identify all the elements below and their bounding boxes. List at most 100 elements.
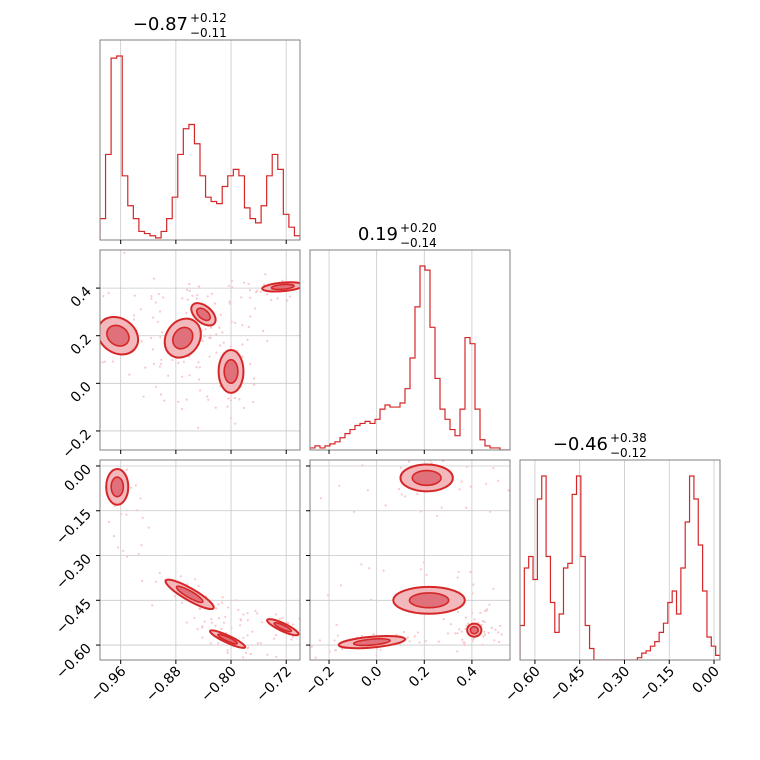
contour-inner-2 <box>217 633 239 645</box>
sample-point <box>188 374 191 377</box>
sample-point <box>249 362 252 365</box>
sample-point <box>150 297 153 300</box>
sample-point <box>139 308 142 311</box>
panel-frame-1-1 <box>309 249 511 451</box>
y-tick-label-3: −0.15 <box>53 506 95 548</box>
sample-point <box>228 302 231 305</box>
sample-point <box>457 570 460 573</box>
sample-point <box>469 570 472 574</box>
sample-point <box>265 293 269 296</box>
sample-point <box>463 643 466 647</box>
sample-point <box>130 486 133 489</box>
sample-point <box>197 285 200 288</box>
sample-point <box>426 451 428 453</box>
panel-frame-2-0 <box>99 459 301 661</box>
sample-point <box>242 636 245 640</box>
sample-point <box>360 635 363 638</box>
x-tick-label-1: −0.45 <box>547 664 589 706</box>
sample-point <box>167 374 170 377</box>
contour-inner-1 <box>172 326 194 350</box>
sample-point <box>399 466 402 469</box>
sample-point <box>416 631 419 634</box>
sample-point <box>151 604 154 607</box>
sample-point <box>224 615 227 619</box>
sample-point <box>379 648 382 651</box>
sample-point <box>306 640 308 642</box>
sample-point <box>246 634 249 637</box>
sample-point <box>313 630 315 632</box>
sample-point <box>264 273 267 276</box>
sample-point <box>133 294 136 297</box>
x-tick-label-3: −0.15 <box>636 664 678 706</box>
sample-point <box>334 285 336 287</box>
x-tick-label-2: 0.2 <box>406 664 433 691</box>
sample-point <box>90 483 92 485</box>
sample-point <box>424 640 427 643</box>
sample-point <box>247 325 250 328</box>
sample-point <box>234 321 237 325</box>
sample-point <box>352 510 356 513</box>
sample-point <box>290 638 293 641</box>
sample-point <box>372 633 375 636</box>
sample-point <box>322 633 324 635</box>
sample-point <box>112 535 115 538</box>
sample-point <box>193 616 196 619</box>
sample-point <box>151 348 155 351</box>
y-tick-label-3: 0.4 <box>68 284 95 311</box>
sample-point <box>256 642 259 645</box>
panel-2-0: −0.96 −0.88 −0.80 −0.72 −0.60−0.45−0.30−0.15… <box>53 459 324 705</box>
sample-point <box>485 482 488 485</box>
sample-point <box>490 626 493 630</box>
sample-point <box>416 492 419 496</box>
sample-point <box>256 289 259 292</box>
sample-point <box>259 642 262 645</box>
sample-point <box>445 444 447 446</box>
sample-point <box>306 677 308 679</box>
sample-point <box>500 633 503 636</box>
sample-point <box>160 358 163 361</box>
sample-point <box>253 377 256 380</box>
sample-point <box>482 635 485 638</box>
sample-point <box>120 513 123 516</box>
sample-point <box>471 638 474 642</box>
x-tick-label-0: −0.96 <box>88 663 130 705</box>
sample-point <box>199 389 202 392</box>
sample-point <box>123 251 126 254</box>
sample-point <box>336 634 339 637</box>
sample-point <box>217 603 220 606</box>
sample-point <box>467 622 470 625</box>
sample-point <box>307 628 309 630</box>
sample-point <box>209 334 212 337</box>
sample-point <box>487 631 490 635</box>
sample-point <box>458 488 461 491</box>
sample-point <box>209 337 212 340</box>
sample-point <box>181 297 184 300</box>
sample-point <box>206 395 209 398</box>
sample-point <box>159 393 163 396</box>
sample-point <box>286 299 289 302</box>
sample-point <box>198 378 201 381</box>
sample-point <box>152 277 155 280</box>
sample-point <box>80 358 82 360</box>
histogram-line-2 <box>520 475 720 660</box>
sample-point <box>461 638 464 641</box>
sample-point <box>306 634 308 636</box>
param-title-plus-0: +0.12 <box>190 11 227 25</box>
sample-point <box>150 295 153 298</box>
sample-point <box>198 607 201 611</box>
sample-point <box>293 648 295 650</box>
sample-point <box>442 460 445 463</box>
sample-point <box>185 398 188 401</box>
sample-point <box>314 279 316 281</box>
sample-point <box>213 302 216 305</box>
panel-1-1: 0.19 +0.20−0.14 <box>309 221 511 454</box>
sample-point <box>302 631 304 633</box>
sample-point <box>154 580 158 583</box>
sample-point <box>333 639 336 642</box>
sample-point <box>435 451 437 453</box>
sample-point <box>220 627 223 631</box>
sample-point <box>218 326 221 329</box>
param-title-minus-1: −0.14 <box>400 236 437 250</box>
sample-point <box>203 620 206 623</box>
sample-point <box>140 340 143 343</box>
